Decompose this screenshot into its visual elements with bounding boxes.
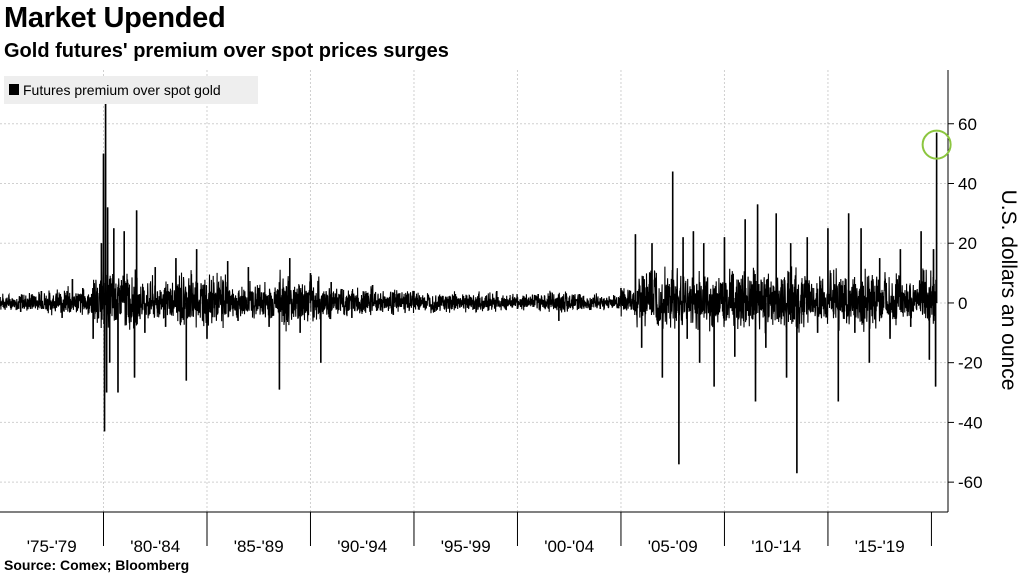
legend-swatch [9,84,19,95]
y-tick-label: 20 [958,234,977,253]
y-tick-label: 40 [958,174,977,193]
y-tick-label: 60 [958,115,977,134]
legend: Futures premium over spot gold [4,76,258,104]
x-tick-label: '05-'09 [648,537,698,556]
x-tick-label: '80-'84 [130,537,180,556]
series-layer [0,103,937,473]
x-tick-label: '85-'89 [234,537,284,556]
x-ticks: '75-'79 '80-'84 '85-'89 '90-'94 '95-'99 '00-'… [27,512,932,556]
chart-canvas: -60 -40 -20 0 20 40 60 '75-'79 '80-'84 '85-'89 '9… [0,0,1024,576]
y-tick-label: -20 [958,354,983,373]
source-note: Source: Comex; Bloomberg [4,557,189,573]
y-tick-label: -60 [958,473,983,492]
y-tick-label: 0 [958,294,967,313]
x-tick-label: '00-'04 [544,537,594,556]
x-tick-label: '10-'14 [751,537,801,556]
legend-label: Futures premium over spot gold [23,82,221,98]
x-tick-label: '75-'79 [27,537,77,556]
x-tick-label: '15-'19 [855,537,905,556]
x-tick-label: '90-'94 [337,537,387,556]
y-axis-label: U.S. dollars an ounce [997,190,1020,391]
x-tick-label: '95-'99 [441,537,491,556]
y-tick-label: -40 [958,413,983,432]
y-ticks: -60 -40 -20 0 20 40 60 [948,115,983,492]
